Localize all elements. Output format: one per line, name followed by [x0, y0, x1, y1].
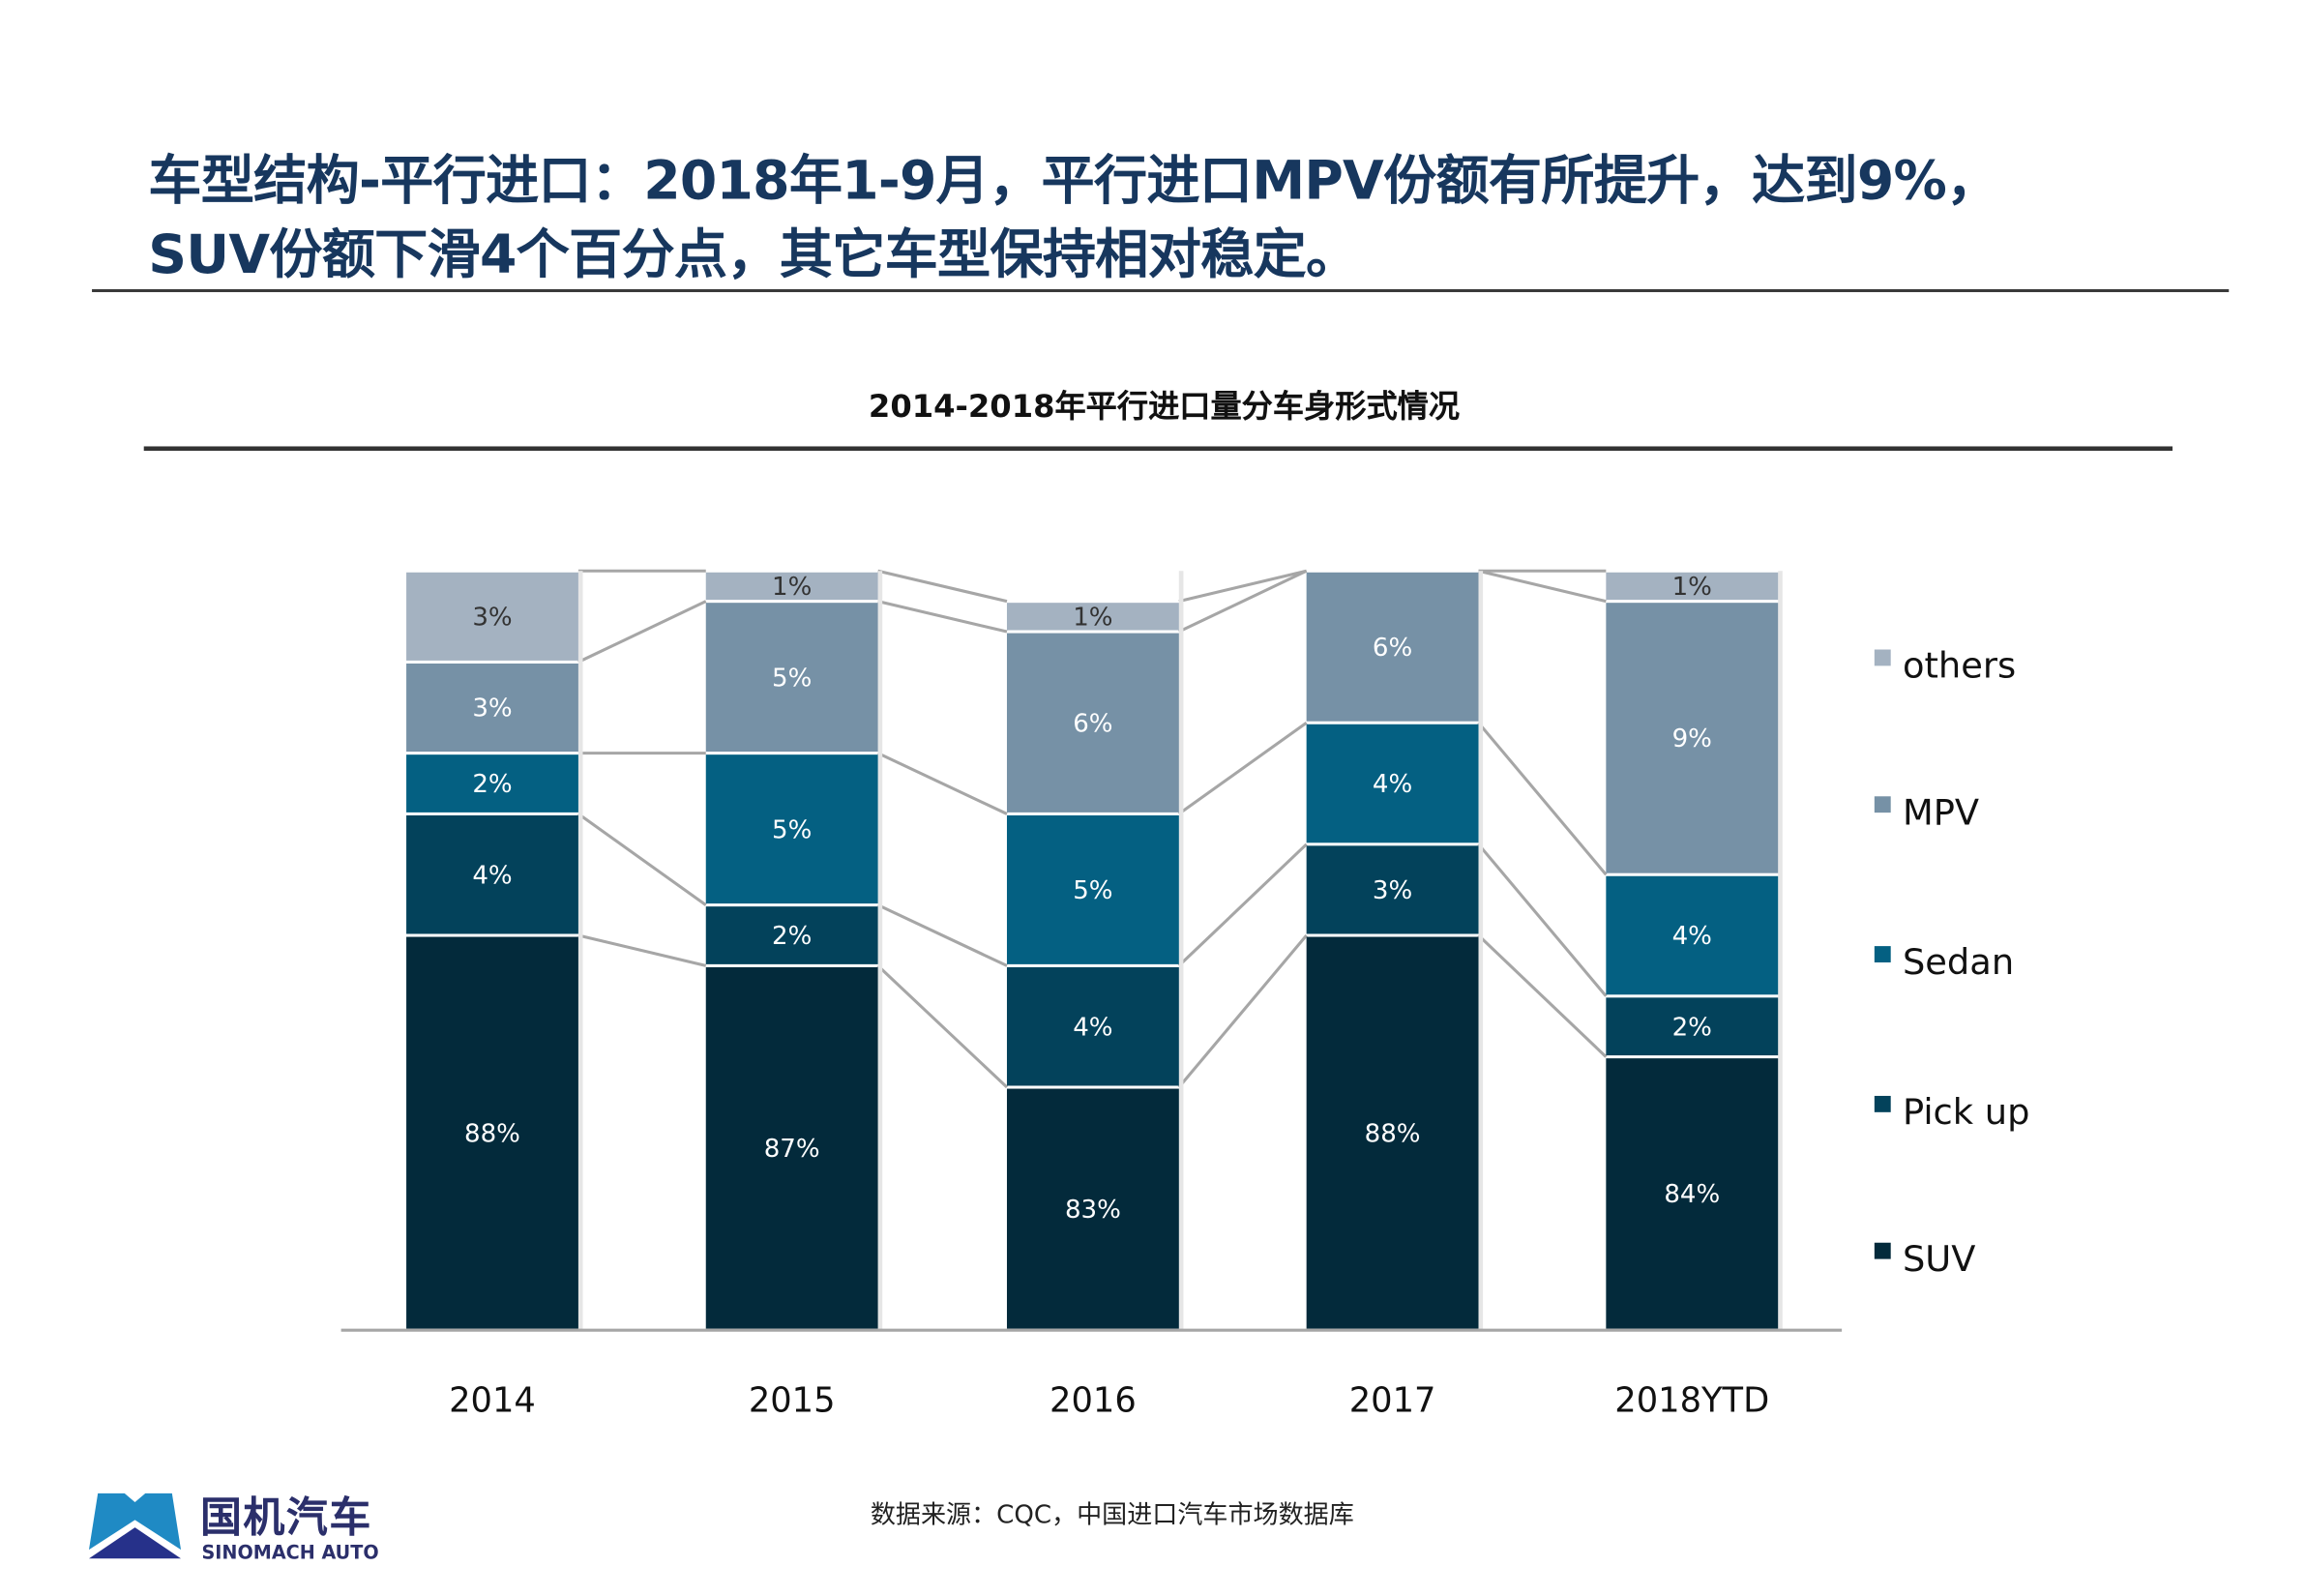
data-label: 4% — [1073, 1013, 1112, 1042]
data-label: 2% — [772, 922, 812, 951]
stacked-bar-chart: 88% 4% 2% 3% 3% 2014 87% 2% 5% 5% 1% 2015 83% 4% 5% 6% 1… — [340, 569, 2029, 1421]
data-label: 84% — [1664, 1180, 1720, 1209]
data-label: 5% — [1073, 876, 1112, 905]
legend-swatch — [1874, 946, 1891, 962]
legend-label: Sedan — [1903, 941, 2014, 983]
data-label: 6% — [1073, 709, 1112, 738]
bar-segment-sedan-2017 — [1306, 724, 1479, 843]
bar-shadow — [1478, 571, 1484, 1331]
bar-segment-suv-2014 — [406, 936, 578, 1329]
series-line-mpv — [1478, 569, 1607, 604]
title-line-2: SUV份额下滑4个百分点，其它车型保持相对稳定。 — [148, 225, 1359, 286]
x-tick-label: 2015 — [749, 1381, 836, 1421]
bar-segment-suv-2017 — [1306, 936, 1479, 1329]
series-line-sedan — [1477, 722, 1608, 876]
bar-segment-sedan-2018YTD — [1606, 875, 1779, 995]
x-tick-label: 2014 — [449, 1381, 536, 1421]
data-label: 6% — [1373, 634, 1412, 663]
series-line-pick-up — [1177, 842, 1308, 967]
bar-segment-pick-up-2018YTD — [1606, 997, 1779, 1056]
bar-segment-pick-up-2016 — [1006, 966, 1179, 1086]
bar-segment-suv-2016 — [1006, 1088, 1179, 1329]
bar-shadow — [1178, 571, 1184, 1331]
data-label: 3% — [472, 695, 512, 724]
bar-segment-pick-up-2017 — [1306, 845, 1479, 934]
data-label: 3% — [1373, 876, 1412, 905]
logo-chinese-name: 国机汽车 — [199, 1493, 372, 1543]
series-line-pick-up — [577, 813, 707, 906]
logo-english-name: SINOMACH AUTO — [201, 1540, 379, 1563]
bar-segment-others-2014 — [406, 572, 578, 661]
chart-title-divider — [143, 446, 2173, 452]
data-label: 2% — [1672, 1013, 1712, 1042]
legend-swatch — [1874, 1242, 1891, 1259]
bar-shadow — [1778, 571, 1783, 1331]
title-line-1: 车型结构-平行进口：2018年1-9月，平行进口MPV份额有所提升，达到9%， — [148, 151, 1999, 213]
legend-label: Pick up — [1903, 1091, 2029, 1133]
bar-segment-others-2016 — [1006, 603, 1179, 631]
bar-shadow — [877, 571, 883, 1331]
bar-segment-pick-up-2014 — [406, 814, 578, 934]
data-label: 5% — [772, 664, 812, 693]
bar-segment-sedan-2014 — [406, 754, 578, 813]
slide-title: 车型结构-平行进口：2018年1-9月，平行进口MPV份额有所提升，达到9%， … — [148, 145, 1999, 293]
bar-segment-mpv-2018YTD — [1606, 603, 1779, 873]
data-label: 87% — [764, 1135, 820, 1164]
legend-label: SUV — [1903, 1238, 1975, 1280]
bar-segment-sedan-2015 — [705, 754, 878, 904]
data-label: 1% — [1073, 604, 1112, 633]
data-label: 4% — [1672, 922, 1712, 951]
legend-label: others — [1903, 645, 2016, 687]
x-tick-label: 2016 — [1050, 1381, 1137, 1421]
series-line-pick-up — [1477, 842, 1608, 997]
bar-segment-mpv-2014 — [406, 663, 578, 753]
data-label: 88% — [1365, 1119, 1421, 1148]
series-line-suv — [1177, 934, 1308, 1088]
data-label: 88% — [464, 1119, 520, 1148]
data-label: 9% — [1672, 724, 1712, 754]
bar-segment-others-2015 — [705, 572, 878, 601]
sinomach-logo-icon — [88, 1493, 182, 1559]
bar-segment-pick-up-2015 — [705, 906, 878, 964]
series-line-pick-up — [876, 903, 1008, 967]
legend-swatch — [1874, 796, 1891, 813]
series-line-mpv — [877, 600, 1008, 634]
bar-shadow — [577, 571, 583, 1331]
data-label: 5% — [772, 815, 812, 844]
legend-swatch — [1874, 1095, 1891, 1112]
data-label: 2% — [472, 770, 512, 799]
x-tick-label: 2018YTD — [1614, 1381, 1769, 1421]
series-line-others — [1178, 569, 1308, 604]
series-line-sedan — [876, 752, 1008, 815]
data-label: 1% — [1672, 573, 1712, 602]
bar-segment-others-2018YTD — [1606, 572, 1779, 601]
bar-segment-sedan-2016 — [1006, 814, 1179, 964]
legend-label: MPV — [1903, 791, 1979, 833]
series-line-sedan — [1177, 721, 1308, 815]
chart-title: 2014-2018年平行进口量分车身形式情况 — [868, 388, 1461, 425]
bar-segment-mpv-2017 — [1306, 572, 1479, 722]
source-note: 数据来源：CQC，中国进口汽车市场数据库 — [870, 1500, 1354, 1531]
bar-segment-suv-2018YTD — [1606, 1058, 1779, 1329]
data-label: 3% — [472, 604, 512, 633]
series-line-others — [877, 569, 1008, 604]
bar-segment-mpv-2015 — [705, 603, 878, 753]
series-line-suv — [577, 933, 707, 967]
bar-segment-suv-2015 — [705, 966, 878, 1329]
data-label: 4% — [472, 861, 512, 890]
title-divider — [92, 288, 2230, 293]
bar-segment-mpv-2016 — [1006, 633, 1179, 813]
series-line-mpv — [1178, 569, 1308, 634]
series-line-suv — [1477, 933, 1608, 1058]
data-label: 1% — [772, 573, 812, 602]
series-line-suv — [876, 964, 1009, 1089]
series-line-mpv — [577, 600, 707, 664]
x-tick-label: 2017 — [1349, 1381, 1436, 1421]
data-label: 83% — [1065, 1196, 1121, 1225]
data-label: 4% — [1373, 770, 1412, 799]
legend-swatch — [1874, 649, 1891, 666]
